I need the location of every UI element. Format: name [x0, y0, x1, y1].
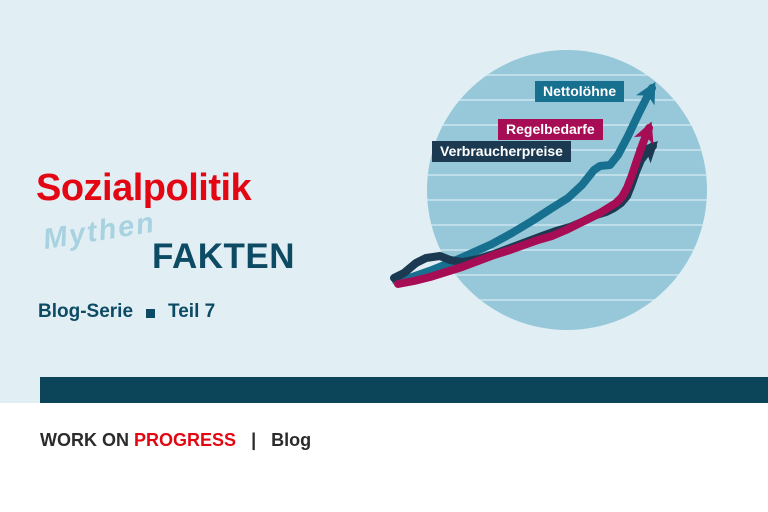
square-bullet-icon: [146, 308, 156, 318]
page-title: Sozialpolitik: [36, 167, 252, 209]
chart-series-lines: [390, 81, 658, 288]
footer-brand-prefix: WORK ON: [40, 430, 129, 450]
nettoloehne-label: Nettolöhne: [535, 81, 625, 102]
index-comparison-chart: [390, 50, 707, 330]
footer: WORK ON PROGRESS | Blog: [0, 403, 768, 512]
fact-word: FAKTEN: [152, 237, 295, 276]
footer-brand-line: WORK ON PROGRESS | Blog: [40, 430, 311, 451]
footer-separator: |: [251, 430, 257, 450]
myth-word: Mythen: [40, 206, 158, 257]
divider-bar: [40, 377, 768, 403]
part-label: Teil 7: [168, 301, 216, 322]
regelbedarfe-label: Regelbedarfe: [498, 119, 603, 140]
blog-series-label: Blog-Serie: [38, 301, 134, 322]
verbraucherpreise-label: Verbraucherpreise: [432, 141, 571, 162]
series-line-regelbedarfe: [394, 121, 654, 288]
footer-brand-highlight: PROGRESS: [134, 430, 237, 450]
blog-series-row: Blog-Serie Teil 7: [38, 301, 215, 323]
footer-section-label: Blog: [271, 430, 312, 450]
